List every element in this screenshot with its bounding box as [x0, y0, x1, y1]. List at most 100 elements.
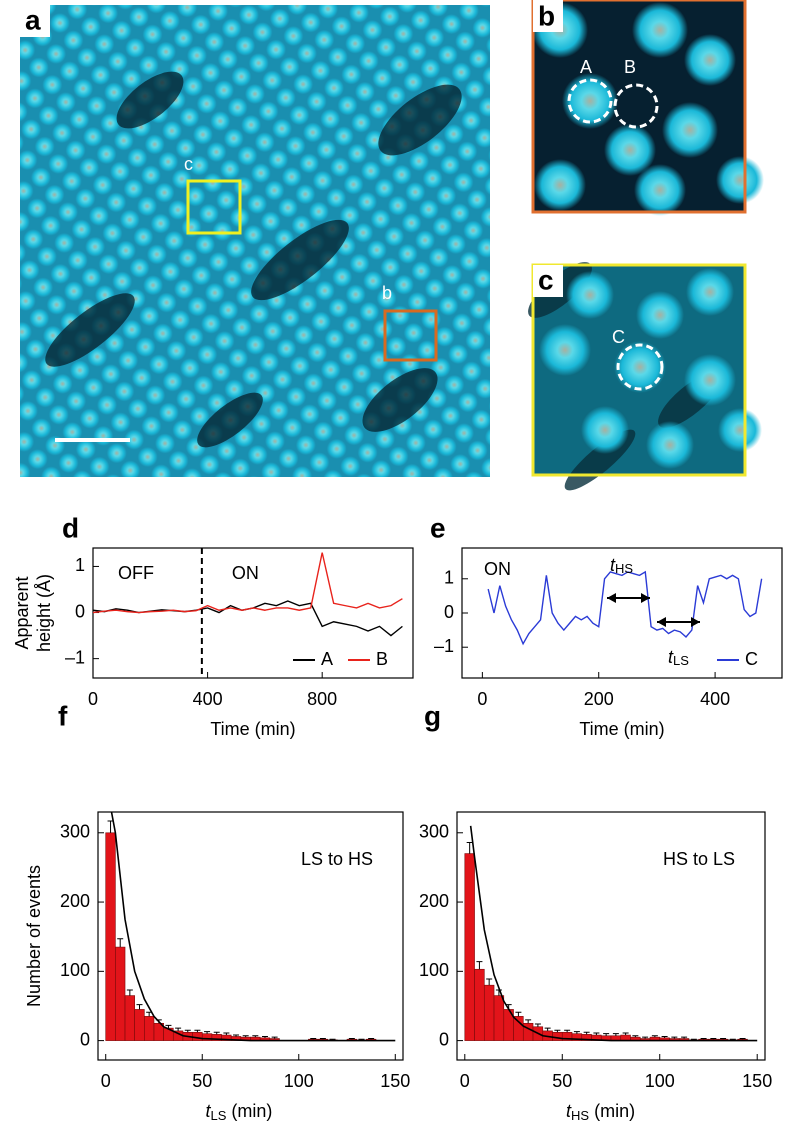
y-axis-label: Number of events — [24, 865, 44, 1007]
error-bar — [175, 1027, 182, 1031]
x-tick-label: 150 — [380, 1071, 410, 1091]
bar — [552, 1031, 563, 1041]
fit-curve — [110, 812, 396, 1042]
annotation: OFF — [118, 563, 154, 583]
error-bar — [671, 1036, 678, 1039]
error-bar — [515, 1011, 522, 1017]
x-axis-label-part: LS — [211, 1108, 227, 1123]
y-tick-label: 100 — [419, 960, 449, 980]
plot-frame — [461, 547, 783, 679]
error-bar — [710, 1038, 717, 1040]
error-bar — [466, 841, 473, 854]
y-tick-label: 0 — [444, 602, 454, 622]
error-bar — [729, 1038, 736, 1040]
site-circle — [613, 83, 659, 129]
x-axis-label-part: t — [206, 1101, 212, 1121]
bar — [134, 1009, 145, 1041]
error-bar — [720, 1038, 727, 1040]
bar — [124, 995, 135, 1041]
box-label: c — [184, 154, 193, 174]
x-tick-label: 100 — [645, 1071, 675, 1091]
site-label: A — [580, 57, 592, 77]
panel-label: f — [58, 700, 68, 731]
error-bar — [603, 1033, 610, 1036]
y-tick-label: 0 — [80, 1029, 90, 1049]
panel-label: a — [25, 4, 41, 35]
zoom-box-b — [383, 309, 438, 362]
y-tick-label: 1 — [75, 555, 85, 575]
error-bar — [661, 1035, 668, 1038]
error-bar — [583, 1031, 590, 1035]
stm-image-c — [528, 262, 762, 491]
x-axis-label: Time (min) — [579, 719, 664, 739]
bar — [620, 1034, 631, 1041]
plot-frame — [97, 811, 404, 1061]
label-bg — [533, 0, 563, 32]
annotation-part: t — [610, 555, 616, 575]
panel-label: c — [538, 264, 554, 295]
x-tick-label: 50 — [552, 1071, 572, 1091]
error-bar — [204, 1031, 211, 1034]
x-tick-label: 0 — [101, 1071, 111, 1091]
error-bar — [358, 1038, 365, 1040]
annotation: tHS — [610, 555, 633, 577]
annotation-part: HS — [615, 561, 633, 576]
annotation: HS to LS — [663, 849, 735, 869]
panel-label: g — [424, 700, 441, 731]
panel-label: b — [538, 0, 555, 31]
bar — [513, 1016, 524, 1041]
arrow-head — [657, 617, 700, 627]
error-bar — [544, 1027, 551, 1031]
error-bar — [554, 1029, 561, 1033]
y-tick-label: –1 — [65, 647, 85, 667]
x-axis-label-part: (min) — [226, 1101, 272, 1121]
error-bar — [319, 1038, 326, 1040]
error-bar — [223, 1032, 230, 1036]
label-bg — [20, 5, 50, 37]
error-bar — [690, 1038, 697, 1040]
y-tick-label: 200 — [419, 891, 449, 911]
error-bar — [107, 820, 114, 833]
x-tick-label: 400 — [193, 689, 223, 709]
fit-curve — [469, 825, 758, 1042]
annotation-part: t — [668, 647, 674, 667]
x-axis-label-part: (min) — [589, 1101, 635, 1121]
site-label: B — [624, 57, 636, 77]
error-bar — [564, 1029, 571, 1033]
error-bar — [348, 1038, 355, 1040]
bar — [192, 1031, 203, 1041]
error-bar — [534, 1023, 541, 1027]
legend-label: B — [376, 649, 388, 669]
data-line — [93, 552, 403, 614]
error-bar — [233, 1034, 240, 1037]
bar — [115, 946, 126, 1041]
panel-label: e — [430, 512, 446, 543]
y-tick-label: 100 — [60, 960, 90, 980]
error-bar — [261, 1035, 268, 1038]
error-bar — [310, 1038, 317, 1040]
y-tick-label: 0 — [439, 1029, 449, 1049]
y-axis-label: height (Å) — [34, 574, 54, 652]
error-bar — [242, 1035, 249, 1038]
error-bar — [271, 1036, 278, 1039]
annotation-part: LS — [673, 653, 689, 668]
y-tick-label: 200 — [60, 891, 90, 911]
bar — [105, 832, 116, 1041]
plot-frame — [92, 547, 414, 679]
x-axis-label: Time (min) — [210, 719, 295, 739]
error-bar — [368, 1038, 375, 1040]
y-axis-label: Apparent — [12, 576, 32, 649]
y-tick-label: 300 — [60, 822, 90, 842]
x-axis-label: tLS (min) — [206, 1101, 273, 1124]
x-tick-label: 0 — [477, 689, 487, 709]
error-bar — [213, 1031, 220, 1035]
x-tick-label: 150 — [742, 1071, 772, 1091]
error-bar — [194, 1029, 201, 1033]
error-bar — [612, 1033, 619, 1036]
y-tick-label: 1 — [444, 568, 454, 588]
site-circle — [616, 343, 664, 391]
x-tick-label: 0 — [460, 1071, 470, 1091]
annotation: tLS — [668, 647, 689, 669]
x-axis-label: tHS (min) — [566, 1101, 635, 1124]
error-bar — [476, 961, 483, 970]
